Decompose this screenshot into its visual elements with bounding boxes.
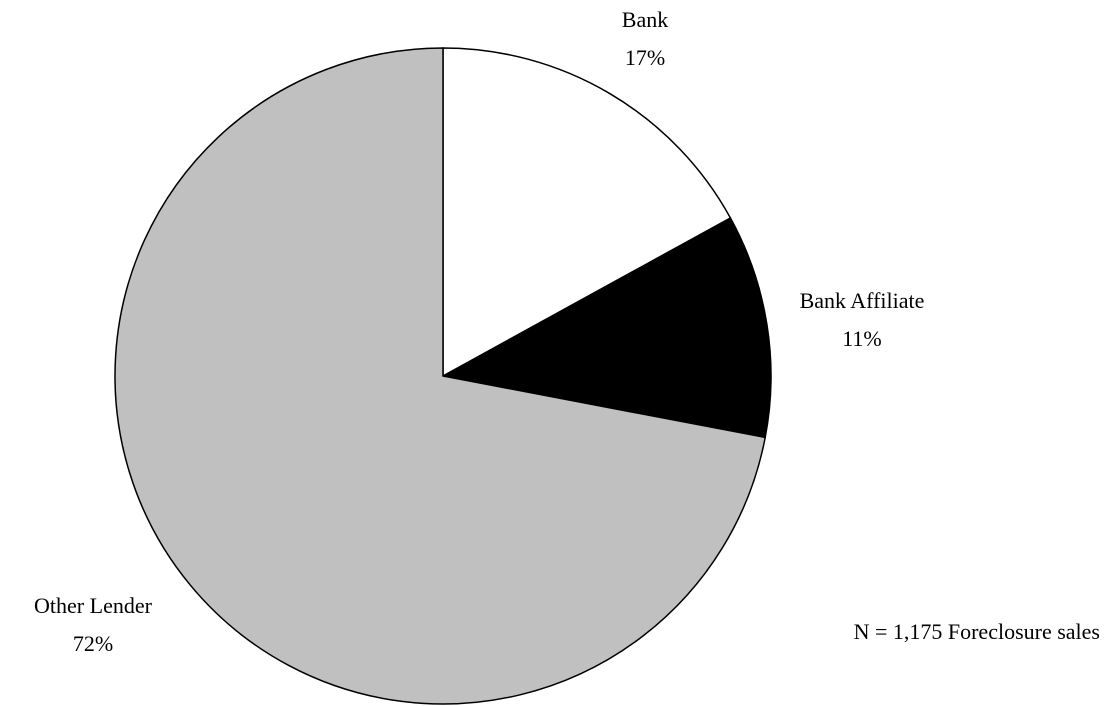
slice-label: Bank xyxy=(622,7,668,32)
slice-value-label: 72% xyxy=(73,631,113,656)
pie-slice xyxy=(442,47,732,378)
annotation: N = 1,175 Foreclosure sales xyxy=(854,619,1100,644)
slice-value-label: 17% xyxy=(625,45,665,70)
pie-slice xyxy=(440,216,772,439)
slice-value-label: 11% xyxy=(842,326,882,351)
slice-label: Bank Affiliate xyxy=(800,288,925,313)
pie-slice xyxy=(114,47,767,705)
slice-label: Other Lender xyxy=(34,593,153,618)
